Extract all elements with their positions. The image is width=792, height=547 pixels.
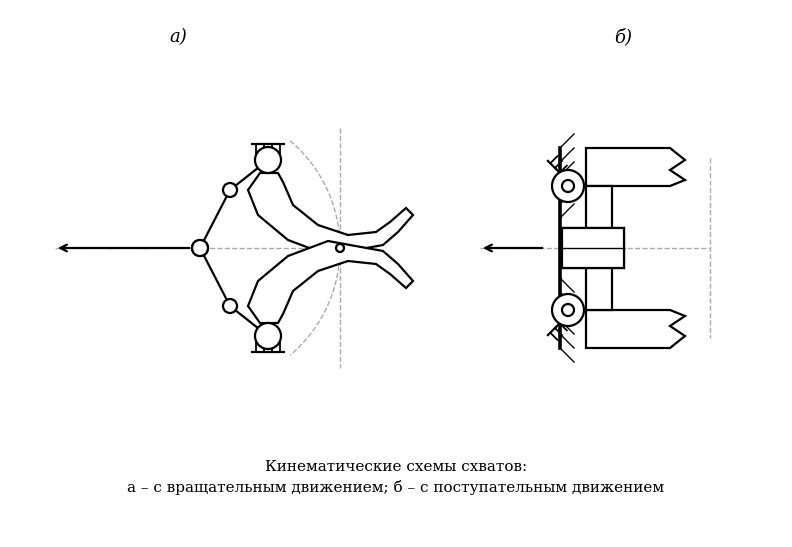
Circle shape <box>223 299 237 313</box>
Polygon shape <box>248 241 413 323</box>
Polygon shape <box>248 173 413 255</box>
Circle shape <box>562 304 574 316</box>
Circle shape <box>336 244 344 252</box>
Circle shape <box>562 180 574 192</box>
Circle shape <box>552 170 584 202</box>
Circle shape <box>255 323 281 349</box>
Bar <box>586 186 612 228</box>
Text: б): б) <box>614 28 632 46</box>
Text: Кинематические схемы схватов:: Кинематические схемы схватов: <box>265 460 527 474</box>
Polygon shape <box>586 310 685 348</box>
Circle shape <box>192 240 208 256</box>
Circle shape <box>255 147 281 173</box>
Bar <box>562 228 624 268</box>
Circle shape <box>192 240 208 256</box>
Bar <box>562 228 624 268</box>
Bar <box>586 268 612 310</box>
Text: а): а) <box>169 28 187 46</box>
Text: а – с вращательным движением; б – с поступательным движением: а – с вращательным движением; б – с пост… <box>128 480 664 495</box>
Polygon shape <box>586 148 685 186</box>
Circle shape <box>552 294 584 326</box>
Circle shape <box>223 183 237 197</box>
